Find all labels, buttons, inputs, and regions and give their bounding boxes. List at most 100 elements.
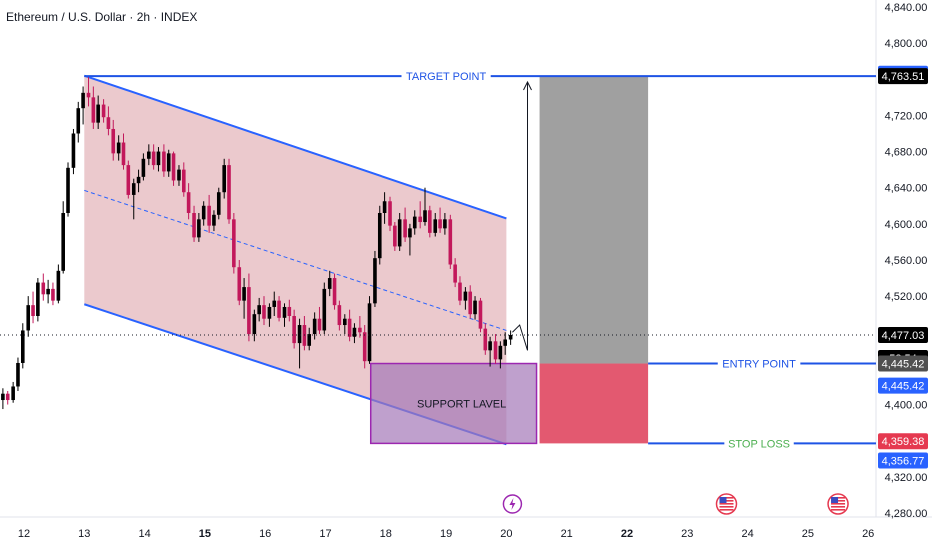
price-badge: [878, 452, 928, 469]
candle-down: [162, 151, 166, 172]
candle-up: [473, 300, 477, 315]
candle-down: [358, 327, 362, 333]
candle-up: [46, 288, 50, 295]
price-tick-label: 4,320.00: [885, 472, 928, 484]
candle-up: [61, 212, 65, 271]
candle-down: [262, 305, 266, 319]
candle-down: [277, 300, 281, 318]
price-badge-label: 4,763.51: [882, 71, 925, 83]
candle-up: [11, 386, 15, 401]
price-tick-label: 4,720.00: [885, 110, 928, 122]
price-tick-label: 4,400.00: [885, 400, 928, 412]
candle-down: [483, 328, 488, 351]
us-flag-event-icon[interactable]: [715, 493, 738, 515]
flag-icon-stripe: [719, 509, 734, 511]
loss-zone-zone-rect: [539, 363, 649, 444]
candle-up: [141, 158, 146, 177]
candle-down: [227, 165, 231, 220]
candle-down: [493, 341, 498, 360]
candle-up: [81, 92, 85, 109]
candle-down: [478, 300, 483, 329]
price-badge-label: 4,359.38: [882, 436, 925, 448]
price-badge: [878, 68, 928, 85]
candle-up: [488, 341, 492, 351]
time-tick-label: 24: [741, 528, 753, 540]
candle-up: [322, 288, 327, 331]
candle-up: [373, 258, 377, 304]
candle-up: [408, 228, 412, 238]
candle-down: [317, 318, 322, 331]
candle-up: [56, 270, 61, 301]
zones: SUPPORT LAVEL: [369, 76, 649, 445]
candle-up: [503, 339, 507, 346]
time-tick-label: 13: [78, 528, 90, 540]
axes: 4,840.00 4,800.00 4,720.00 4,680.00 4,640.00…: [18, 2, 928, 540]
candle-down: [51, 288, 55, 301]
candle-up: [222, 165, 226, 193]
candle-up: [272, 300, 277, 307]
candle-down: [337, 305, 342, 326]
time-tick-label: 18: [380, 528, 392, 540]
candle-up: [177, 169, 181, 181]
price-tick-label: 4,560.00: [885, 255, 928, 267]
candle-up: [242, 287, 246, 301]
time-tick-label: 25: [802, 528, 814, 540]
candle-up: [136, 176, 141, 184]
us-flag-event-icon[interactable]: [827, 493, 849, 515]
candle-down: [393, 225, 397, 247]
time-tick-label: 15: [199, 528, 211, 540]
price-badge-label: 4,477.03: [882, 330, 925, 342]
level-lines: TARGET POINT ENTRY POINT STOP LOSS: [0, 71, 876, 450]
candle-down: [403, 219, 407, 238]
target-arrow-head: [523, 80, 532, 91]
candle-down: [458, 282, 462, 301]
price-badge-label: 4,356.77: [882, 456, 925, 468]
candle-down: [111, 128, 116, 154]
time-tick-label: 23: [681, 528, 693, 540]
time-tick-label: 19: [440, 528, 452, 540]
candle-up: [212, 214, 216, 226]
candle-up: [201, 205, 206, 220]
target-label: TARGET POINT: [406, 71, 487, 83]
candle-up: [377, 212, 382, 259]
candles: [1, 75, 513, 410]
stop-label: STOP LOSS: [728, 438, 790, 450]
candle-up: [412, 216, 417, 229]
candle-up: [312, 318, 317, 335]
price-badge: [878, 355, 928, 372]
candle-up: [433, 219, 438, 233]
flag-icon-stripe: [831, 506, 846, 508]
lightning-event-icon[interactable]: [502, 494, 523, 514]
flag-icon-stripe: [719, 506, 734, 508]
candle-up: [156, 151, 161, 166]
candle-up: [66, 167, 70, 213]
candle-up: [367, 303, 372, 362]
time-tick-label: 20: [500, 528, 512, 540]
candle-down: [181, 169, 186, 193]
candle-down: [171, 153, 176, 181]
time-tick-label: 16: [259, 528, 271, 540]
candle-down: [247, 287, 251, 335]
candle-down: [126, 165, 131, 195]
candle-up: [307, 334, 312, 346]
price-tick-label: 4,520.00: [885, 291, 928, 303]
flag-icon-stripe: [719, 503, 734, 505]
candle-up: [26, 305, 31, 331]
support-zone-rect: [369, 362, 538, 445]
candle-up: [216, 192, 221, 215]
candle-down: [41, 282, 46, 295]
flag-icon-canton: [719, 497, 727, 503]
candle-up: [116, 142, 121, 154]
chart-background: [0, 0, 932, 518]
candle-up: [267, 306, 272, 319]
candle-up: [131, 183, 136, 195]
candle-up: [96, 104, 100, 123]
candle-up: [1, 393, 5, 401]
flag-icon-canton: [831, 497, 839, 503]
candle-down: [428, 210, 432, 233]
candle-up: [166, 153, 171, 172]
candle-up: [297, 325, 302, 344]
candle-down: [151, 151, 156, 166]
